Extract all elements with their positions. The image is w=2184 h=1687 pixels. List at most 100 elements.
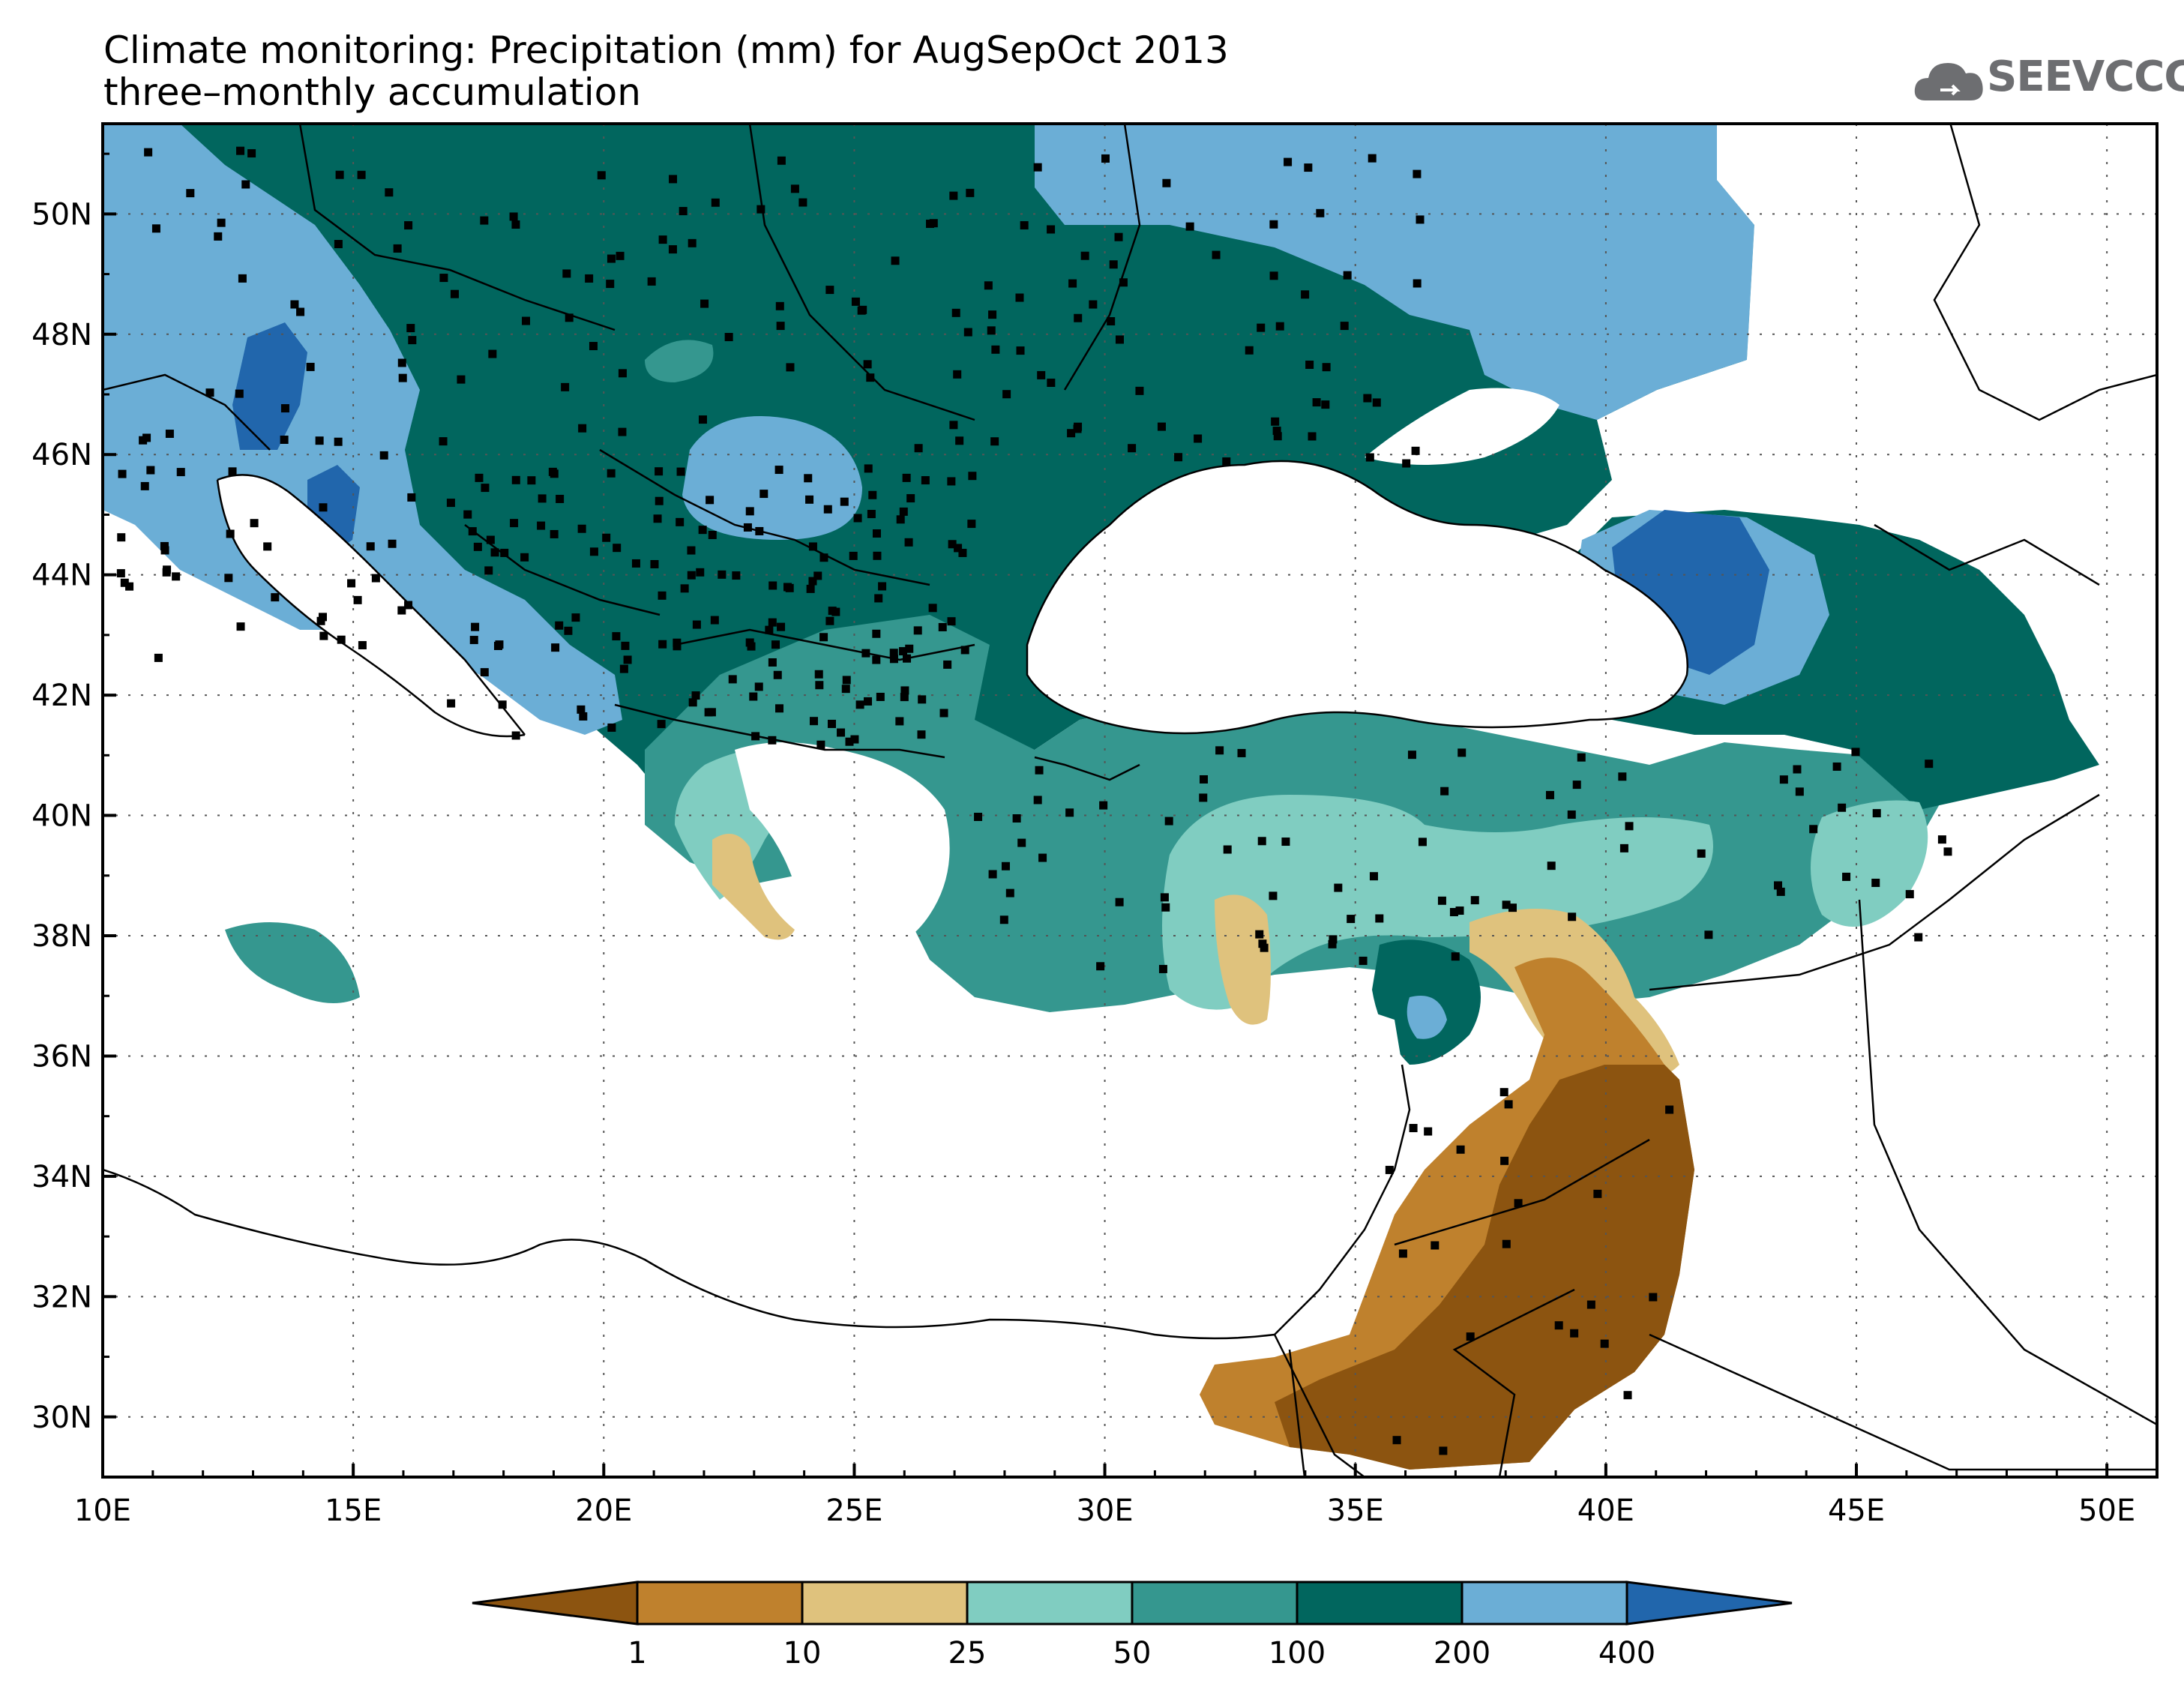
station-marker — [548, 467, 557, 476]
station-marker — [718, 570, 727, 579]
station-marker — [704, 708, 713, 717]
station-marker — [1398, 1249, 1407, 1258]
station-marker — [1271, 417, 1280, 426]
station-marker — [676, 467, 685, 476]
station-marker — [1456, 1145, 1465, 1154]
station-marker — [408, 336, 417, 345]
station-marker — [1455, 906, 1464, 915]
station-marker — [463, 510, 472, 519]
station-marker — [1273, 432, 1282, 441]
station-marker — [125, 582, 134, 591]
station-marker — [618, 427, 627, 436]
station-marker — [510, 519, 519, 528]
station-marker — [777, 156, 786, 165]
station-marker — [768, 618, 777, 627]
station-marker — [963, 328, 972, 337]
station-marker — [1363, 394, 1372, 403]
lat-tick-label: 46N — [31, 438, 92, 472]
station-marker — [698, 415, 707, 424]
station-marker — [873, 551, 882, 560]
station-marker — [872, 655, 881, 664]
station-marker — [896, 515, 905, 524]
station-marker — [837, 728, 846, 737]
station-marker — [1329, 935, 1338, 944]
station-marker — [1570, 1329, 1579, 1338]
lon-tick-label: 10E — [74, 1494, 131, 1528]
station-marker — [987, 326, 996, 335]
station-marker — [578, 424, 587, 433]
station-marker — [457, 375, 466, 384]
station-marker — [706, 496, 715, 505]
station-marker — [469, 636, 478, 645]
station-marker — [949, 421, 958, 430]
station-marker — [564, 626, 573, 635]
station-marker — [1316, 208, 1325, 217]
station-marker — [607, 254, 616, 263]
station-marker — [176, 468, 185, 477]
station-marker — [358, 641, 367, 650]
station-marker — [1439, 1446, 1448, 1455]
station-marker — [471, 622, 480, 631]
station-marker — [851, 297, 860, 306]
station-marker — [968, 472, 977, 481]
station-marker — [819, 553, 828, 562]
station-marker — [623, 655, 632, 664]
station-marker — [1016, 346, 1025, 355]
station-marker — [398, 373, 407, 382]
station-marker — [1437, 896, 1446, 905]
station-marker — [1065, 808, 1074, 817]
station-marker — [1567, 810, 1576, 819]
station-marker — [235, 389, 244, 398]
lat-tick-label: 42N — [31, 679, 92, 713]
station-marker — [696, 568, 705, 577]
lat-tick-label: 34N — [31, 1160, 92, 1194]
station-marker — [217, 218, 226, 227]
station-marker — [490, 548, 499, 557]
station-marker — [688, 698, 697, 707]
station-marker — [1925, 760, 1934, 769]
station-marker — [1194, 434, 1203, 443]
station-marker — [768, 736, 777, 745]
station-marker — [999, 915, 1008, 924]
station-marker — [238, 274, 247, 283]
station-marker — [1424, 1127, 1433, 1136]
colorbar-segment — [966, 1581, 1134, 1626]
station-marker — [241, 180, 250, 189]
station-marker — [151, 224, 160, 233]
station-marker — [889, 649, 898, 658]
station-marker — [918, 695, 927, 704]
station-marker — [397, 358, 406, 367]
station-marker — [1301, 290, 1310, 299]
station-marker — [186, 189, 195, 198]
station-marker — [967, 520, 976, 529]
station-marker — [1245, 346, 1254, 355]
station-marker — [1577, 753, 1586, 762]
station-marker — [577, 524, 586, 533]
station-marker — [1392, 1436, 1401, 1445]
station-marker — [551, 643, 560, 652]
station-marker — [768, 658, 777, 667]
station-marker — [1017, 838, 1026, 847]
station-marker — [1002, 390, 1011, 399]
station-marker — [947, 477, 956, 486]
station-marker — [805, 495, 814, 504]
station-marker — [954, 544, 963, 553]
station-marker — [938, 622, 947, 631]
colorbar-arrow-high — [1625, 1581, 1793, 1626]
station-marker — [522, 316, 531, 325]
station-marker — [687, 571, 696, 580]
station-marker — [480, 668, 489, 677]
station-marker — [929, 219, 938, 228]
station-marker — [393, 244, 402, 253]
station-marker — [745, 507, 754, 516]
station-marker — [1115, 335, 1124, 344]
station-marker — [1649, 1293, 1658, 1302]
station-marker — [404, 221, 413, 230]
station-marker — [165, 430, 174, 439]
station-marker — [872, 529, 881, 538]
station-marker — [509, 212, 518, 221]
station-marker — [1312, 398, 1321, 407]
station-marker — [407, 493, 416, 502]
station-marker — [1114, 232, 1123, 241]
